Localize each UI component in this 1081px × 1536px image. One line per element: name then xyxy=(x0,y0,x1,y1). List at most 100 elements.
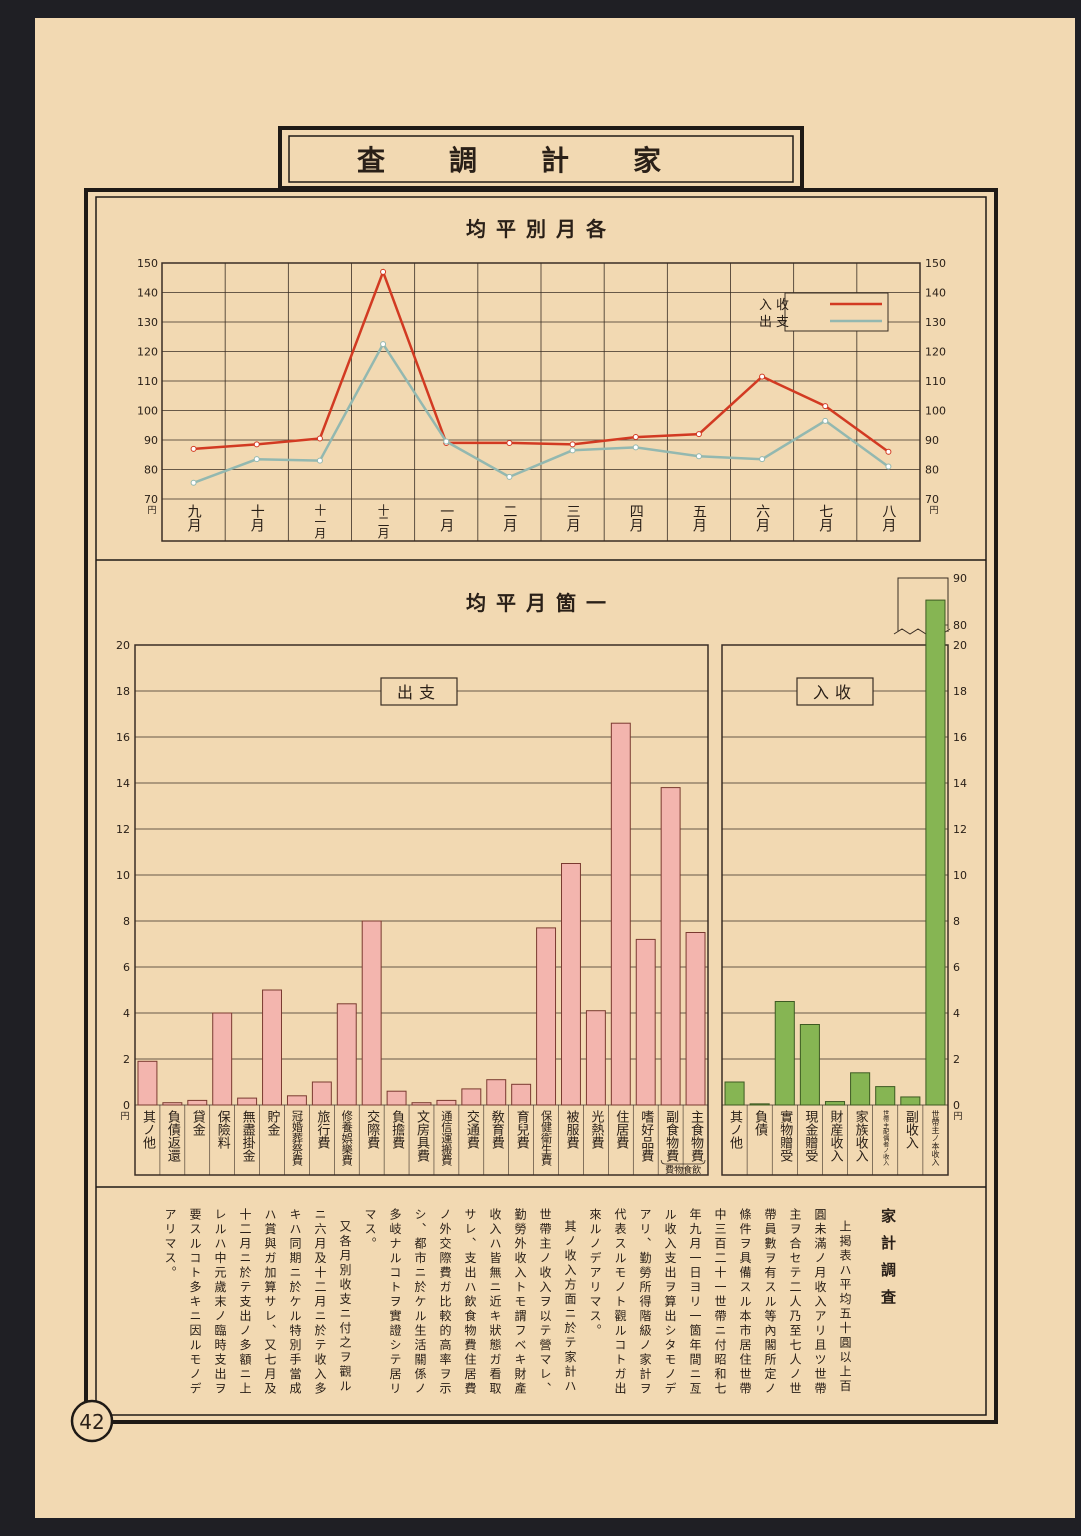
point xyxy=(443,438,450,445)
point xyxy=(569,441,576,448)
x-tick-label: 旅行費 xyxy=(314,1110,330,1149)
page-number: 42 xyxy=(79,1410,104,1434)
x-tick-label: 貯金 xyxy=(265,1110,281,1136)
x-tick-label: 九月 xyxy=(186,504,202,533)
y-tick-label: 110 xyxy=(137,375,158,388)
unit-label: 円 xyxy=(147,505,156,516)
x-tick-label: 交通費 xyxy=(464,1109,480,1149)
point xyxy=(190,479,197,486)
y-tick-label: 80 xyxy=(144,464,158,477)
y-tick-label: 12 xyxy=(116,823,130,836)
x-tick-label: 二月 xyxy=(501,504,517,533)
title-box-inner xyxy=(288,135,794,183)
bar xyxy=(461,1088,482,1106)
y-tick-label: 70 xyxy=(144,493,158,506)
point xyxy=(190,445,197,452)
y2-tick-label: 80 xyxy=(953,619,967,632)
point xyxy=(380,341,387,348)
point xyxy=(759,373,766,380)
x-tick-label: 家族收入 xyxy=(853,1109,869,1162)
legend-label: 支出 xyxy=(759,315,793,330)
annotation: 飲食物費 xyxy=(665,1164,701,1176)
y2-tick-label: 140 xyxy=(925,287,946,300)
y2-tick-label: 110 xyxy=(925,375,946,388)
y-tick-label: 10 xyxy=(953,869,967,882)
y-tick-label: 2 xyxy=(123,1053,130,1066)
x-tick-label: 交際費 xyxy=(364,1109,380,1149)
y-tick-label: 14 xyxy=(116,777,130,790)
bar xyxy=(486,1079,507,1106)
bar xyxy=(561,863,581,1106)
y2-tick-label: 100 xyxy=(925,405,946,418)
x-tick-label: 世帶主配偶者ノ收入 xyxy=(882,1109,889,1166)
x-tick-label: 其ノ他 xyxy=(727,1110,743,1150)
notes-paragraph: 上掲表ハ平均五十圓以上百圓未滿ノ月收入アリ且ツ世帶主ヲ合セテ二人乃至七人ノ世帶員… xyxy=(588,1208,852,1397)
x-tick-label: 六月 xyxy=(754,504,770,533)
y-tick-label: 6 xyxy=(123,961,130,974)
x-tick-label: 世帶主ノ本收入 xyxy=(931,1109,940,1166)
y2-tick-label: 90 xyxy=(953,572,967,585)
bar xyxy=(685,932,706,1106)
y-tick-label: 10 xyxy=(116,869,130,882)
series-label: 支出 xyxy=(397,683,441,702)
series-line xyxy=(193,268,890,453)
y-tick-label: 6 xyxy=(953,961,960,974)
y-tick-label: 20 xyxy=(116,639,130,652)
y-tick-label: 150 xyxy=(137,257,158,270)
point xyxy=(822,417,829,424)
bar xyxy=(799,1024,820,1106)
y-tick-label: 20 xyxy=(953,639,967,652)
point xyxy=(632,434,639,441)
x-tick-label: 育兒費 xyxy=(514,1109,530,1149)
y2-tick-label: 120 xyxy=(925,346,946,359)
bar xyxy=(237,1097,258,1106)
bar xyxy=(635,938,656,1106)
y-tick-label: 18 xyxy=(116,685,130,698)
bar xyxy=(850,1072,871,1106)
x-tick-label: 一月 xyxy=(438,504,454,533)
bar xyxy=(875,1086,896,1106)
notes-paragraph: 又各月別收支ニ付之ヲ觀ルニ六月及十二月ニ於テ收入多キハ同期ニ於ケル特別手當成ハ賞… xyxy=(163,1208,352,1397)
title-box xyxy=(278,126,804,190)
y-tick-label: 4 xyxy=(123,1007,130,1020)
series-label-box xyxy=(380,677,458,706)
unit-label: 円 xyxy=(953,1111,962,1122)
y-tick-label: 140 xyxy=(137,287,158,300)
y2-tick-label: 80 xyxy=(925,464,939,477)
x-tick-label: 十二月 xyxy=(376,503,390,539)
point xyxy=(632,444,639,451)
page-number-circle xyxy=(70,1399,114,1443)
x-tick-label: 貸金 xyxy=(190,1109,206,1136)
y-tick-label: 8 xyxy=(953,915,960,928)
bar xyxy=(511,1083,532,1106)
y-tick-label: 12 xyxy=(953,823,967,836)
notes: 家計調査 上掲表ハ平均五十圓以上百圓未滿ノ月收入アリ且ツ世帶主ヲ合セテ二人乃至七… xyxy=(163,1208,900,1408)
point xyxy=(885,463,892,470)
bar xyxy=(774,1001,795,1106)
y-tick-label: 14 xyxy=(953,777,967,790)
x-tick-label: 其ノ他 xyxy=(140,1110,156,1150)
y-tick-label: 90 xyxy=(144,434,158,447)
x-tick-label: 負債返還 xyxy=(165,1110,181,1163)
legend-label: 收入 xyxy=(759,298,793,313)
point xyxy=(695,453,702,460)
inner-frame xyxy=(95,196,987,1416)
annotation-bracket xyxy=(660,1159,706,1165)
y2-tick-label: 130 xyxy=(925,316,946,329)
bar xyxy=(162,1102,183,1106)
point xyxy=(316,457,323,464)
x-tick-label: 現金贈受 xyxy=(802,1110,818,1162)
x-tick-label: 七月 xyxy=(817,504,833,533)
notes-title: 家計調査 xyxy=(879,1208,897,1316)
bar xyxy=(660,787,681,1106)
x-tick-label: 十一月 xyxy=(313,503,327,539)
y2-tick-label: 150 xyxy=(925,257,946,270)
point xyxy=(695,431,702,438)
y-tick-label: 18 xyxy=(953,685,967,698)
bar xyxy=(311,1081,332,1106)
chart-title: 各月別平均 xyxy=(466,217,616,241)
x-tick-label: 嗜好品費 xyxy=(638,1110,654,1162)
x-tick-label: 負擔費 xyxy=(389,1110,405,1149)
y-tick-label: 100 xyxy=(137,405,158,418)
bar xyxy=(610,722,631,1106)
